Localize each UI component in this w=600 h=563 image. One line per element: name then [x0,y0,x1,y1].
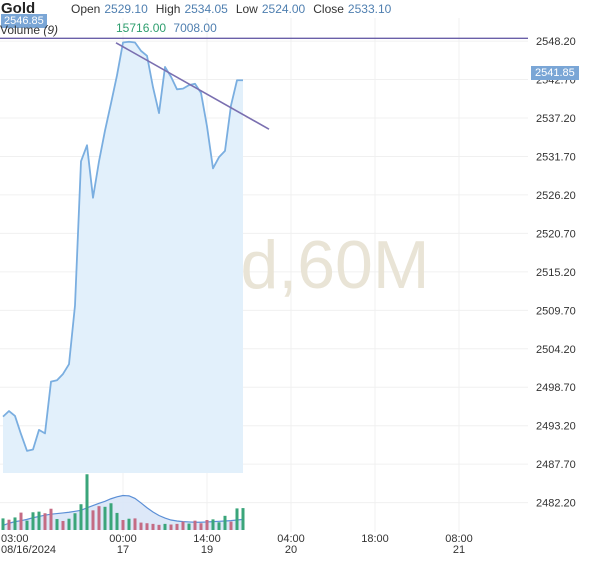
y-tick-label: 2531.70 [536,151,576,163]
volume-bar [181,521,185,530]
volume-bar [79,504,83,530]
volume-bar [151,523,155,530]
volume-bar [91,510,95,530]
x-date-label: 19 [201,544,213,556]
volume-values: 15716.00 7008.00 [116,21,217,35]
close-value: 2533.10 [347,2,392,16]
volume-bar [187,523,191,530]
volume-bar [163,523,167,530]
volume-value: 15716.00 [116,21,167,35]
volume-bar [229,521,233,530]
volume-bar [1,518,5,530]
volume-bar [109,503,113,530]
price-area [3,41,243,474]
volume-period: (9) [43,23,59,37]
volume-indicator-label: Volume (9) [0,23,58,37]
x-tick-label: 04:00 [277,533,305,545]
volume-bar [37,511,41,530]
close-label: Close [313,2,344,16]
volume-bar [235,508,239,530]
volume-bar [31,512,35,530]
volume-bar [199,523,203,530]
x-tick-label: 00:00 [109,533,137,545]
volume-bar [241,508,245,530]
volume-bar [139,522,143,530]
x-date-label: 17 [117,544,129,556]
volume-bar [13,517,17,530]
volume-bar [49,508,53,530]
volume-bar [55,519,59,530]
volume-bar [211,519,215,530]
volume-bar [19,512,23,530]
volume-bar [157,524,161,530]
volume-ma-line [2,494,244,527]
y-tick-label: 2537.20 [536,113,576,125]
x-date-label: 08/16/2024 [1,544,56,556]
low-label: Low [235,2,258,16]
ohlc-readout: Open 2529.10 High 2534.05 Low 2524.00 Close 253… [71,2,399,16]
volume-bar [193,520,197,530]
volume-label: Volume [0,23,41,37]
volume-bar [175,523,179,530]
y-tick-label: 2548.20 [536,36,576,48]
last-price-badge-right: 2541.85 [531,66,579,80]
open-label: Open [71,2,101,16]
low-value: 2524.00 [261,2,306,16]
volume-bar [97,506,101,530]
volume-bar [145,523,149,530]
volume-bar [205,520,209,530]
trendline [115,42,270,130]
y-tick-label: 2487.70 [536,459,576,471]
volume-bar [7,519,11,530]
volume-bar [127,518,131,530]
x-date-label: 20 [285,544,297,556]
high-value: 2534.05 [184,2,228,16]
last-price-badge-left: 2546.85 [1,14,47,28]
high-label: High [155,2,181,16]
x-tick-label: 18:00 [361,533,389,545]
volume-bar [43,513,47,530]
price-line [2,40,243,452]
watermark-text: d,60M [241,227,430,303]
volume-bar [61,520,65,530]
y-tick-label: 2515.20 [536,267,576,279]
x-date-label: 21 [453,544,465,556]
volume-bar [115,512,119,530]
volume-bar [217,522,221,530]
x-tick-label: 03:00 [1,533,29,545]
volume-bar [67,518,71,530]
volume-bar [103,506,107,530]
volume-bar [85,474,89,530]
y-tick-label: 2509.70 [536,305,576,317]
x-tick-label: 14:00 [193,533,221,545]
y-tick-label: 2520.70 [536,228,576,240]
volume-bar [133,518,137,530]
open-value: 2529.10 [104,2,148,16]
y-tick-label: 2498.70 [536,382,576,394]
y-tick-label: 2493.20 [536,421,576,433]
volume-bar [121,520,125,530]
volume-bar [223,515,227,530]
volume-ma-value: 7008.00 [173,21,217,35]
volume-bar [169,524,173,530]
symbol-label: Gold [1,0,36,17]
chart-header: Gold 2546.85 Open 2529.10 High 2534.05 Low 25… [0,0,600,38]
volume-bar [25,520,29,530]
y-tick-label: 2526.20 [536,190,576,202]
y-tick-label: 2482.20 [536,498,576,510]
y-tick-label: 2504.20 [536,344,576,356]
x-tick-label: 08:00 [445,533,473,545]
volume-bar [73,513,77,530]
